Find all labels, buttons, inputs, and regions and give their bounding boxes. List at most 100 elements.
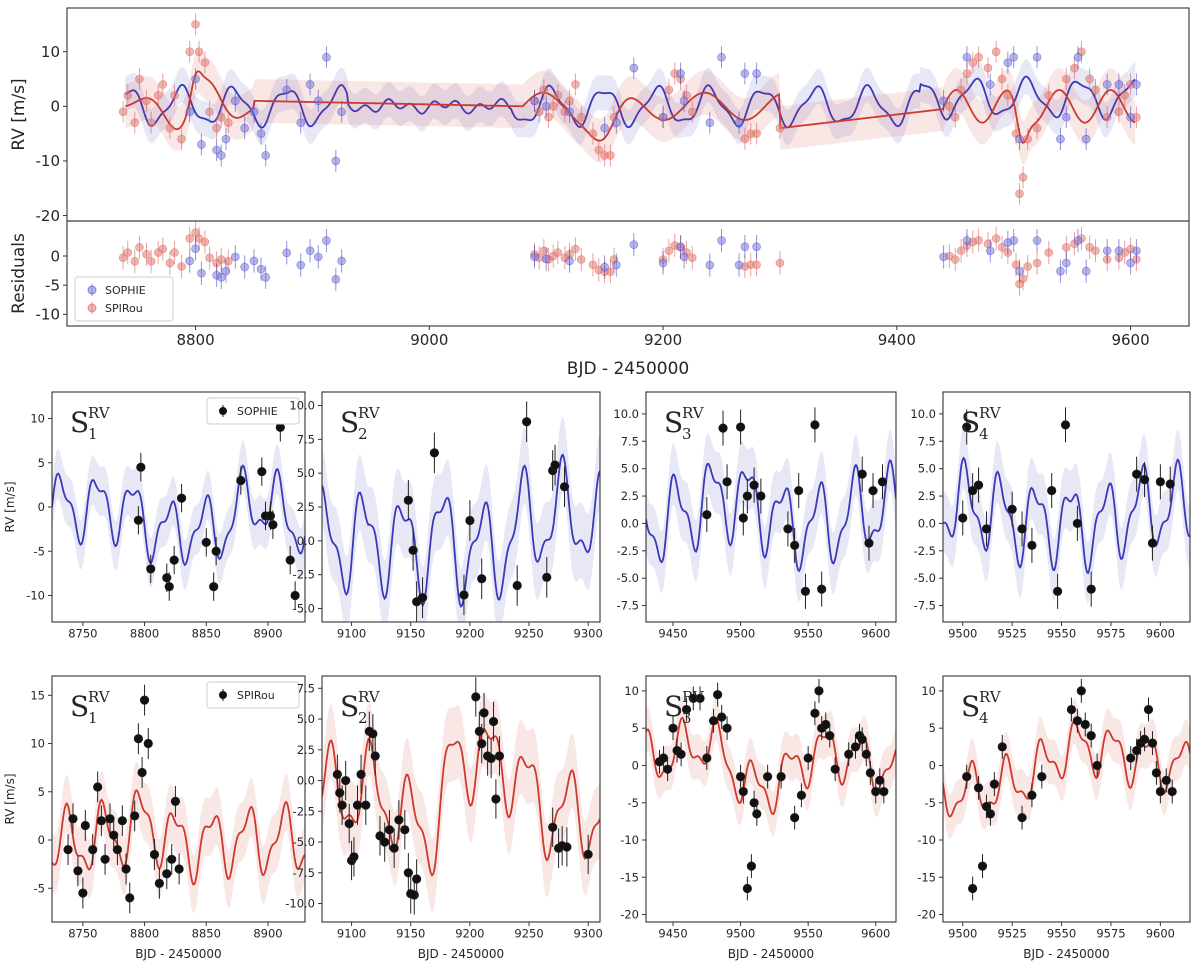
sophie-rv-point <box>191 74 200 84</box>
spirou-2-point <box>361 800 371 810</box>
spirou-1-point <box>167 854 177 864</box>
sophie-1-xtick-label: 8800 <box>130 627 159 641</box>
spirou-4-point <box>1143 704 1154 715</box>
spirou-3-xtick-label: 9600 <box>861 927 890 941</box>
spirou-residual-point <box>177 262 186 271</box>
spirou-rv-point <box>1091 85 1100 95</box>
spirou-2-xtick-label: 9250 <box>514 927 543 941</box>
sophie-3-point <box>738 513 748 523</box>
sophie-rv-point <box>1003 58 1013 67</box>
sophie-residual-point <box>629 240 639 249</box>
spirou-rv-point <box>950 112 960 122</box>
spirou-rv-point <box>1023 134 1033 144</box>
sophie-4-ytick-label: -7.5 <box>914 599 936 613</box>
spirou-1-ytick-label: 0 <box>38 833 45 847</box>
spirou-residual-point <box>1023 262 1033 271</box>
sophie-residual-points <box>185 228 1141 291</box>
spirou-3-point <box>861 749 871 759</box>
spirou-1-legend-marker <box>219 691 227 699</box>
spirou-residual-point <box>974 235 983 245</box>
spirou-4-point <box>1086 731 1096 741</box>
sophie-2-point <box>408 545 418 555</box>
sophie-2-ytick-label: 2.5 <box>297 500 315 514</box>
main-residuals-ytick-label: 0 <box>50 247 60 265</box>
spirou-2-ytick-label: -5.0 <box>293 835 315 849</box>
main-rv-ytick-label: -20 <box>36 207 61 225</box>
main-xtick-label: 9600 <box>1111 331 1149 349</box>
spirou-1-point <box>139 695 150 705</box>
sophie-3-point <box>864 538 874 548</box>
sophie-rv-point <box>530 96 539 106</box>
sophie-residual-point <box>679 252 689 262</box>
main-xlabel: BJD - 2450000 <box>567 359 689 379</box>
spirou-3-point <box>738 786 748 797</box>
sophie-3-ytick-label: -5.0 <box>617 571 639 585</box>
sophie-4-xtick-label: 9575 <box>1096 627 1125 641</box>
sophie-rv-point <box>1114 80 1124 89</box>
sophie-1-point <box>285 555 295 565</box>
spirou-3-ytick-label: 0 <box>632 758 639 772</box>
sophie-3-point <box>810 420 820 430</box>
sophie-residual-point <box>962 236 972 245</box>
spirou-residual-point <box>687 253 697 263</box>
sophie-2-xtick-label: 9150 <box>396 627 425 641</box>
sophie-residual-point <box>256 264 266 274</box>
sophie-2-ytick-label: 10.0 <box>289 399 315 413</box>
spirou-4-band <box>943 699 1190 839</box>
sophie-2-point <box>417 593 428 603</box>
spirou-residual-point <box>165 258 175 268</box>
sophie-4-ytick-label: 7.5 <box>918 434 936 448</box>
spirou-1-xtick-label: 8900 <box>253 927 282 941</box>
spirou-3-ytick-label: 10 <box>624 684 639 698</box>
sophie-3-xtick-label: 9500 <box>726 627 755 641</box>
sophie-rv-point <box>221 134 231 144</box>
spirou-2-point <box>389 843 399 853</box>
sophie-1-point <box>201 537 211 547</box>
spirou-3-point <box>871 786 881 797</box>
sophie-residual-point <box>541 254 551 264</box>
spirou-2-point <box>477 739 487 749</box>
spirou-4-ytick-label: 10 <box>921 684 936 698</box>
sophie-2-xtick-label: 9300 <box>574 627 603 641</box>
spirou-2-point <box>349 852 359 862</box>
spirou-rv-point <box>205 107 214 117</box>
spirou-2-point <box>403 868 413 878</box>
spirou-rv-point <box>606 151 615 160</box>
spirou-rv-point <box>185 47 195 56</box>
sophie-1-ytick-label: -10 <box>26 588 45 602</box>
spirou-1-model <box>52 761 305 914</box>
legend-label: SOPHIE <box>105 284 146 297</box>
spirou-2-point <box>341 775 351 786</box>
spirou-2-point <box>335 788 345 798</box>
sophie-3-xtick-label: 9600 <box>861 627 890 641</box>
spirou-2-point <box>479 708 489 718</box>
sophie-residual-point <box>1102 246 1112 256</box>
spirou-4-xtick-label: 9600 <box>1146 927 1175 941</box>
spirou-rv-point <box>983 63 993 73</box>
sophie-2-point <box>477 574 487 584</box>
sophie-residual-point <box>322 236 331 245</box>
spirou-1-point <box>174 864 184 874</box>
sophie-4-xtick-label: 9525 <box>998 627 1027 641</box>
spirou-2-xtick-label: 9200 <box>455 927 484 941</box>
spirou-3-point <box>735 772 746 782</box>
spirou-3-ytick-label: -15 <box>620 870 639 884</box>
spirou-2-point <box>562 842 572 852</box>
spirou-2-point <box>548 822 558 832</box>
spirou-residual-point <box>185 234 195 243</box>
sophie-rv-point <box>676 69 685 78</box>
sophie-rv-point <box>313 96 323 106</box>
sophie-4-point <box>1147 538 1158 548</box>
sophie-4-point <box>1047 485 1057 496</box>
spirou-4-point <box>1161 775 1171 785</box>
spirou-rv-point <box>571 80 580 89</box>
spirou-residual-point <box>991 234 1001 243</box>
spirou-1-point <box>73 866 83 876</box>
spirou-1-xtick-label: 8750 <box>68 927 97 941</box>
legend-marker <box>87 303 97 313</box>
main-residuals-ytick-label: -5 <box>45 276 60 294</box>
legend-label: SPIRou <box>105 302 143 315</box>
spirou-3-point <box>752 809 762 819</box>
sophie-4-point <box>958 513 968 523</box>
spirou-2-point <box>352 800 363 810</box>
